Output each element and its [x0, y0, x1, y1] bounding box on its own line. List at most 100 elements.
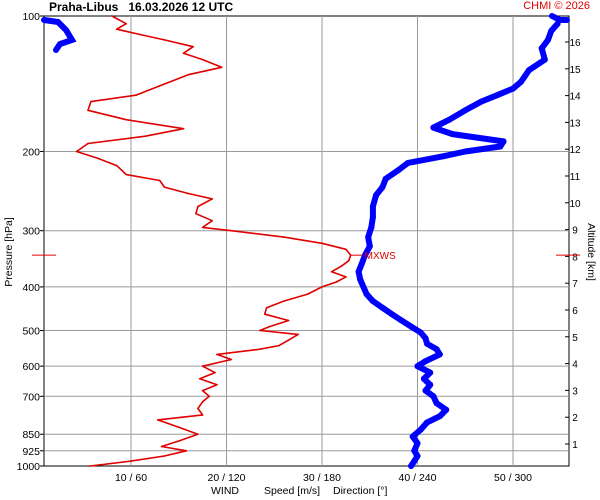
direction-point — [430, 124, 437, 131]
direction-point — [408, 463, 415, 469]
speed-point — [201, 226, 204, 229]
speed-point — [230, 358, 233, 361]
speed-point — [201, 365, 204, 368]
direction-point — [398, 317, 405, 324]
direction-point — [478, 98, 485, 105]
speed-point — [263, 313, 266, 316]
series-group — [41, 13, 570, 469]
altitude-tick-label: 11 — [570, 172, 581, 183]
altitude-axis-label: Altitude [km] — [585, 223, 597, 281]
direction-point — [422, 358, 429, 365]
speed-point — [197, 433, 199, 436]
mxws-label: MXWS — [365, 251, 396, 262]
speed-point — [156, 419, 159, 421]
sounding-datetime: 16.03.2026 12 UTC — [128, 0, 234, 14]
direction-point — [436, 413, 443, 420]
speed-point — [216, 384, 218, 386]
direction-point — [358, 260, 365, 267]
altitude-tick-label: 14 — [569, 92, 581, 103]
direction-point — [373, 192, 380, 199]
speed-point — [115, 164, 118, 167]
direction-point — [525, 67, 532, 74]
pressure-tick-label: 400 — [22, 282, 40, 294]
pressure-tick-label: 925 — [22, 446, 40, 458]
speed-point — [211, 198, 213, 200]
speed-point — [283, 300, 285, 302]
direction-point — [497, 143, 504, 150]
speed-point — [139, 33, 142, 36]
altitude-tick-label: 9 — [572, 226, 578, 237]
direction-point — [433, 400, 440, 407]
wind-tick-label: 10 / 60 — [115, 472, 147, 484]
speed-point — [345, 248, 347, 251]
speed-point — [335, 281, 338, 283]
speed-point — [345, 276, 347, 278]
direction-point — [462, 107, 469, 114]
altitude-tick-label: 8 — [572, 252, 578, 263]
direction-point — [379, 304, 386, 311]
speed-point — [208, 395, 211, 398]
direction-point — [518, 78, 524, 85]
speed-point — [201, 389, 204, 392]
speed-point — [201, 401, 204, 403]
speed-point — [163, 186, 166, 188]
altitude-tick-label: 2 — [572, 413, 578, 424]
altitude-tick-label: 7 — [572, 279, 578, 290]
copyright-label: CHMI © 2026 — [523, 0, 590, 12]
direction-point — [369, 298, 376, 305]
pressure-axis-label: Pressure [hPa] — [3, 217, 15, 287]
pressure-tick-label: 300 — [22, 226, 40, 238]
direction-point — [422, 387, 429, 394]
speed-point — [197, 205, 199, 208]
direction-point — [541, 56, 548, 63]
direction-point — [355, 268, 362, 275]
speed-point — [106, 463, 108, 465]
speed-point — [201, 58, 204, 61]
speed-point — [187, 73, 190, 76]
direction-axis-label: Direction [°] — [333, 485, 387, 497]
direction-point — [443, 406, 450, 413]
direction-point — [366, 243, 373, 250]
speed-point — [158, 85, 161, 87]
altitude-tick-label: 5 — [572, 333, 578, 344]
speed-point — [89, 465, 91, 467]
direction-point — [405, 159, 411, 166]
direction-wrap-segment — [549, 13, 570, 23]
annotation-group: MXWS — [32, 251, 580, 262]
direction-point — [414, 440, 421, 447]
speed-point — [216, 353, 218, 356]
speed-point — [265, 307, 268, 309]
speed-point — [125, 22, 127, 25]
speed-point — [182, 127, 185, 130]
direction-point — [368, 224, 375, 231]
speed-point — [125, 173, 127, 176]
direction-point — [449, 131, 456, 138]
altitude-tick-label: 4 — [572, 360, 578, 371]
direction-point — [510, 85, 516, 92]
speed-point — [220, 66, 223, 69]
direction-point — [545, 36, 551, 43]
pressure-tick-label: 850 — [22, 429, 40, 441]
speed-point — [115, 28, 118, 31]
direction-point — [427, 381, 434, 388]
speed-point — [178, 440, 180, 442]
speed-point — [259, 329, 261, 332]
speed-point — [321, 286, 323, 288]
direction-point — [548, 28, 555, 34]
speed-point — [214, 371, 216, 374]
altitude-tick-label: 3 — [572, 386, 578, 397]
direction-point — [420, 375, 427, 382]
direction-point — [417, 329, 424, 336]
speed-axis-label: Speed [m/s] — [264, 485, 320, 497]
direction-point — [436, 351, 443, 358]
direction-point — [424, 340, 431, 347]
wind-tick-label: 30 / 180 — [303, 472, 341, 484]
speed-point — [211, 219, 213, 222]
speed-point — [178, 426, 180, 429]
speed-point — [287, 339, 290, 341]
direction-point — [362, 252, 368, 259]
altitude-tick-label: 13 — [569, 118, 581, 129]
speed-point — [199, 378, 201, 380]
direction-point — [414, 453, 421, 459]
